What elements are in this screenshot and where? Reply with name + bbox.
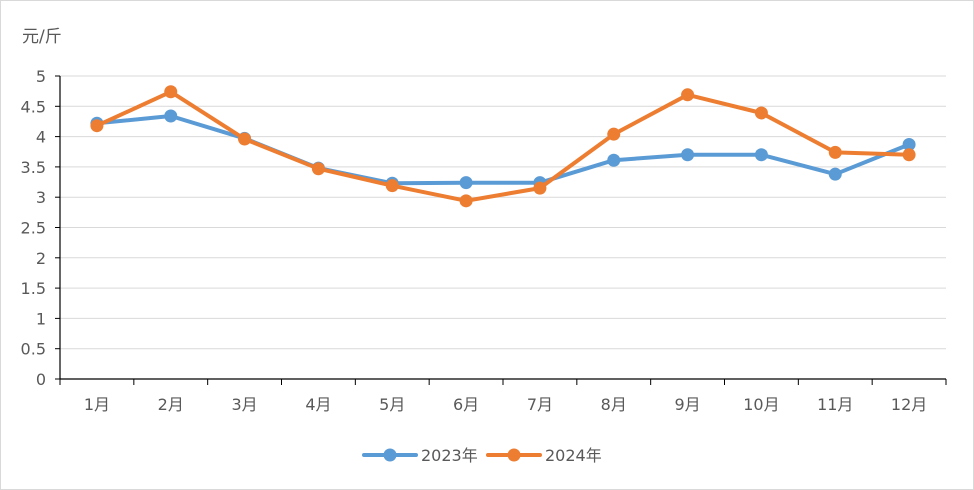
data-point [828,145,842,159]
x-tick-label: 8月 [601,395,627,414]
data-point [607,153,621,167]
data-point [681,88,695,102]
y-tick-label: 4.5 [21,97,46,116]
data-point [164,85,178,99]
data-point [459,194,473,208]
y-tick-label: 3 [36,188,46,207]
legend-item: 2024年 [486,446,602,465]
legend-item: 2023年 [362,446,478,465]
series-line [94,114,912,186]
y-tick-label: 4 [36,128,46,147]
data-point [164,109,178,123]
x-axis: 1月 2月 3月 4月 5月 6月 7月 8月 9月 10月 11月 12月 [59,378,947,414]
x-tick-label: 2月 [158,395,184,414]
y-tick-label: 0 [36,370,46,389]
y-tick-label: 1.5 [21,279,46,298]
data-point [459,176,473,190]
legend: 2023年 2024年 [362,446,602,465]
data-point [533,181,547,195]
data-point [385,179,399,193]
data-point [754,106,768,120]
data-point [902,148,916,162]
x-tick-label: 6月 [453,395,479,414]
x-tick-label: 3月 [231,395,257,414]
legend-marker [507,448,521,462]
data-point [607,127,621,141]
gridlines [60,75,946,350]
y-tick-label: 3.5 [21,158,46,177]
x-tick-label: 7月 [527,395,553,414]
legend-label: 2023年 [421,446,478,465]
y-tick-label: 1 [36,309,46,328]
x-tick-label: 10月 [743,395,779,414]
data-point [828,167,842,181]
y-tick-label: 2 [36,249,46,268]
x-tick-label: 4月 [305,395,331,414]
x-tick-label: 5月 [379,395,405,414]
x-tick-label: 11月 [817,395,853,414]
series-line [94,89,912,203]
y-tick-label: 5 [36,67,46,86]
data-point [238,132,252,146]
data-point [90,119,104,133]
data-point [754,148,768,162]
x-tick-label: 12月 [891,395,927,414]
y-unit-label: 元/斤 [22,27,62,47]
x-tick-label: 9月 [674,395,700,414]
x-tick-label: 1月 [84,395,110,414]
data-point [311,162,325,176]
data-point [902,137,916,151]
y-axis: 0 0.5 1 1.5 2 2.5 3 3.5 4 4.5 5 [21,67,61,389]
legend-label: 2024年 [545,446,602,465]
y-tick-label: 2.5 [21,219,46,238]
series-group [90,85,916,208]
data-point [681,148,695,162]
y-tick-label: 0.5 [21,340,46,359]
legend-marker [383,448,397,462]
series-2024年 [90,85,916,208]
